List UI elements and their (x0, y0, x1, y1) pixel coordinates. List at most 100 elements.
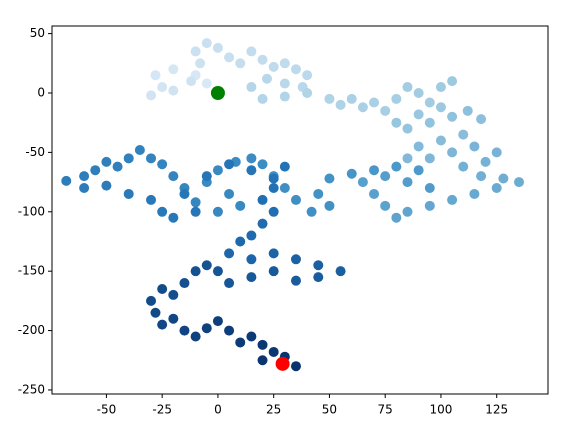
point (462, 105, 473, 116)
point (324, 200, 335, 211)
point (424, 183, 435, 194)
point (168, 212, 179, 223)
point (224, 52, 235, 63)
x-tick-label: 25 (266, 403, 281, 417)
point (261, 73, 272, 84)
point (335, 99, 346, 110)
point (157, 283, 168, 294)
x-tick-label: 100 (429, 403, 452, 417)
x-tick-label: 50 (322, 403, 337, 417)
point (224, 278, 235, 289)
point (491, 147, 502, 158)
point (514, 177, 525, 188)
point (235, 236, 246, 247)
point (101, 156, 112, 167)
point (212, 42, 223, 53)
point (157, 82, 168, 93)
point (476, 171, 487, 182)
point (313, 188, 324, 199)
point (413, 141, 424, 152)
point (212, 165, 223, 176)
point (313, 272, 324, 283)
point (246, 331, 257, 342)
y-tick-label: -50 (25, 145, 45, 159)
point (90, 165, 101, 176)
point (413, 165, 424, 176)
point (498, 173, 509, 184)
point (79, 171, 90, 182)
point (112, 161, 123, 172)
point (435, 82, 446, 93)
point (201, 78, 212, 89)
point (279, 78, 290, 89)
point (179, 325, 190, 336)
point (101, 180, 112, 191)
point (168, 64, 179, 75)
point (290, 254, 301, 265)
point (146, 90, 157, 101)
point (302, 70, 313, 81)
point (146, 295, 157, 306)
point (150, 70, 161, 81)
point (246, 254, 257, 265)
point (402, 123, 413, 134)
y-tick-label: -100 (18, 204, 45, 218)
point (335, 266, 346, 277)
point (480, 156, 491, 167)
point (380, 105, 391, 116)
point (224, 159, 235, 170)
point (447, 194, 458, 205)
point (476, 114, 487, 125)
point (402, 177, 413, 188)
point (268, 266, 279, 277)
point (246, 153, 257, 164)
point (279, 161, 290, 172)
point (190, 266, 201, 277)
point (224, 188, 235, 199)
point (61, 175, 72, 186)
point (179, 188, 190, 199)
point (257, 54, 268, 65)
point (469, 141, 480, 152)
point (246, 82, 257, 93)
point (257, 218, 268, 229)
point (224, 325, 235, 336)
point (268, 173, 279, 184)
point (146, 153, 157, 164)
y-tick-label: -200 (18, 323, 45, 337)
point (369, 188, 380, 199)
point (380, 171, 391, 182)
point (290, 194, 301, 205)
point (435, 135, 446, 146)
point (290, 361, 301, 372)
point (424, 117, 435, 128)
point (279, 58, 290, 69)
point (168, 313, 179, 324)
point (413, 87, 424, 98)
point (257, 339, 268, 350)
point (212, 266, 223, 277)
point (447, 111, 458, 122)
point (391, 93, 402, 104)
point (324, 93, 335, 104)
point (279, 91, 290, 102)
point (134, 145, 145, 156)
point (346, 168, 357, 179)
point (447, 76, 458, 87)
point (458, 129, 469, 140)
point (357, 177, 368, 188)
point (235, 200, 246, 211)
point (246, 46, 257, 57)
point (413, 109, 424, 120)
point (268, 206, 279, 217)
point (279, 183, 290, 194)
point (201, 171, 212, 182)
point (246, 230, 257, 241)
point (186, 76, 197, 87)
point (168, 171, 179, 182)
point (157, 206, 168, 217)
y-tick-label: 0 (37, 85, 45, 99)
point (157, 319, 168, 330)
point (491, 183, 502, 194)
